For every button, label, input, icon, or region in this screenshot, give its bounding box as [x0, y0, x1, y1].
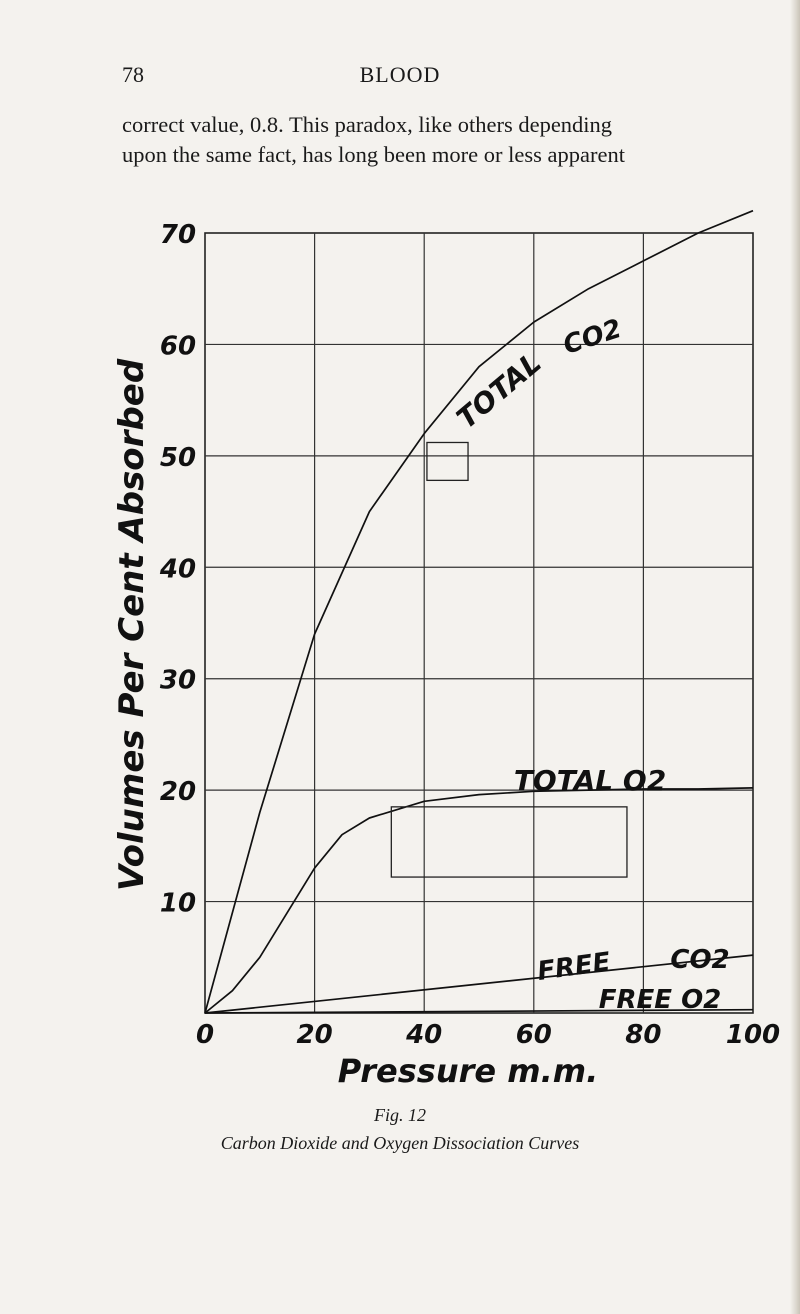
series-line-2	[204, 787, 754, 1014]
body-line-1: correct value, 0.8. This paradox, like o…	[122, 112, 613, 137]
annotation-4: FREE	[535, 947, 612, 987]
y-tick-label: 70	[160, 220, 196, 250]
series-line-1	[204, 209, 754, 1014]
chart-annotations: TOTAL CO2 TOTAL O2 FREE CO2 FREE O2	[450, 314, 729, 1015]
y-tick-label: 20	[160, 777, 196, 807]
x-axis-label: Pressure m.m.	[338, 1052, 598, 1090]
y-tick-label: 40	[159, 554, 196, 584]
x-tick-label: 20	[297, 1020, 333, 1050]
annotation-2: CO2	[560, 314, 626, 361]
annotation-5: CO2	[670, 945, 729, 975]
x-tick-label: 0	[196, 1020, 214, 1050]
annotation-6: FREE O2	[599, 985, 722, 1015]
x-tick-label: 60	[516, 1020, 552, 1050]
inset-box-upper	[426, 441, 469, 482]
y-tick-label: 60	[160, 331, 196, 361]
series-line-4	[204, 1008, 754, 1014]
plot-frame	[204, 232, 754, 1014]
series-line-3	[204, 954, 754, 1014]
annotation-1: TOTAL	[450, 346, 547, 435]
body-text: correct value, 0.8. This paradox, like o…	[122, 110, 762, 170]
chart-curves	[204, 209, 754, 1014]
x-tick-label: 40	[405, 1020, 442, 1050]
figure-label: Fig. 12	[374, 1105, 426, 1125]
y-tick-label: 50	[160, 443, 196, 473]
chart-tick-labels: 10 20 30 40 50 60 70 0 20 40 60 80 100	[159, 220, 780, 1050]
page-number: 78	[122, 62, 144, 87]
body-line-2: upon the same fact, has long been more o…	[122, 142, 625, 167]
x-tick-label: 80	[625, 1020, 661, 1050]
page-edge	[790, 0, 800, 1314]
running-head: BLOOD	[359, 62, 441, 87]
y-axis-label: Volumes Per Cent Absorbed	[112, 358, 152, 891]
inset-box-lower	[390, 806, 628, 878]
chart-inset-boxes	[390, 441, 628, 878]
y-tick-label: 30	[160, 666, 196, 696]
figure-caption: Carbon Dioxide and Oxygen Dissociation C…	[220, 1133, 580, 1153]
y-tick-label: 10	[160, 889, 196, 919]
annotation-3: TOTAL O2	[514, 764, 666, 797]
chart-grid	[204, 232, 754, 1014]
x-tick-label: 100	[726, 1020, 780, 1050]
